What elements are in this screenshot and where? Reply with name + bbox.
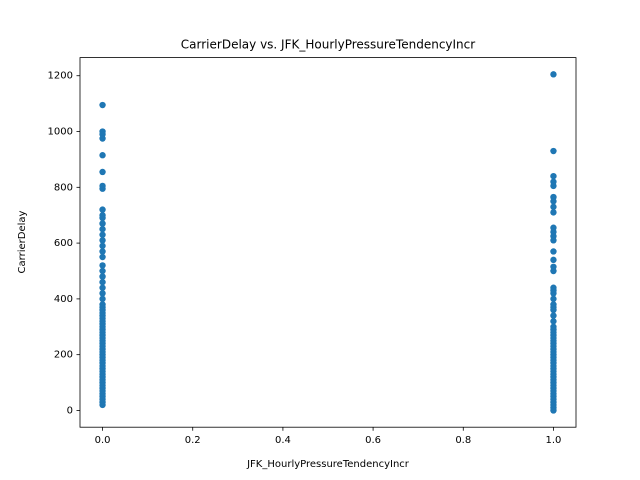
point [99, 185, 106, 192]
point [550, 237, 557, 244]
y-tick-label: 400 [54, 294, 73, 305]
point [550, 147, 557, 155]
chart-title: CarrierDelay vs. JFK_HourlyPressureTende… [181, 38, 475, 52]
y-tick-label: 200 [54, 350, 73, 361]
point [550, 318, 557, 325]
point [550, 312, 557, 319]
y-tick-label: 0 [67, 405, 73, 416]
x-tick-label: 0.0 [95, 435, 111, 446]
point [99, 220, 106, 227]
point [550, 295, 557, 303]
point [99, 225, 106, 233]
x-tick-label: 0.2 [185, 435, 201, 446]
point [99, 168, 106, 176]
point [99, 135, 106, 142]
point [99, 152, 106, 159]
point [550, 71, 557, 78]
point [99, 262, 106, 269]
x-tick-label: 0.4 [275, 435, 291, 446]
x-axis-label: JFK_HourlyPressureTendencyIncr [246, 459, 410, 470]
point [550, 407, 557, 414]
point [550, 172, 557, 180]
point [99, 242, 106, 250]
point [99, 273, 106, 280]
point [550, 306, 557, 314]
point [99, 401, 106, 409]
point [99, 253, 106, 261]
point [99, 248, 106, 255]
y-tick-label: 1000 [48, 127, 73, 138]
point [99, 101, 106, 109]
point [550, 267, 557, 275]
y-axis-label: CarrierDelay [17, 210, 28, 273]
x-tick-label: 1.0 [546, 435, 562, 446]
point [99, 278, 106, 286]
point [550, 203, 557, 211]
point [550, 256, 557, 264]
y-tick-label: 600 [54, 238, 73, 249]
point [550, 248, 557, 255]
y-tick-label: 800 [54, 182, 73, 193]
plot-frame [79, 57, 577, 428]
point [99, 290, 106, 297]
point [550, 182, 557, 190]
point [99, 284, 106, 291]
point [99, 295, 106, 303]
point [550, 290, 557, 297]
point [99, 267, 106, 275]
point [99, 231, 106, 238]
x-tick-label: 0.8 [455, 435, 471, 446]
point [99, 237, 106, 244]
point [99, 214, 106, 222]
x-tick-label: 0.6 [365, 435, 381, 446]
point [99, 206, 106, 213]
y-tick-label: 1200 [48, 71, 73, 82]
point [550, 209, 557, 216]
point [550, 198, 557, 205]
